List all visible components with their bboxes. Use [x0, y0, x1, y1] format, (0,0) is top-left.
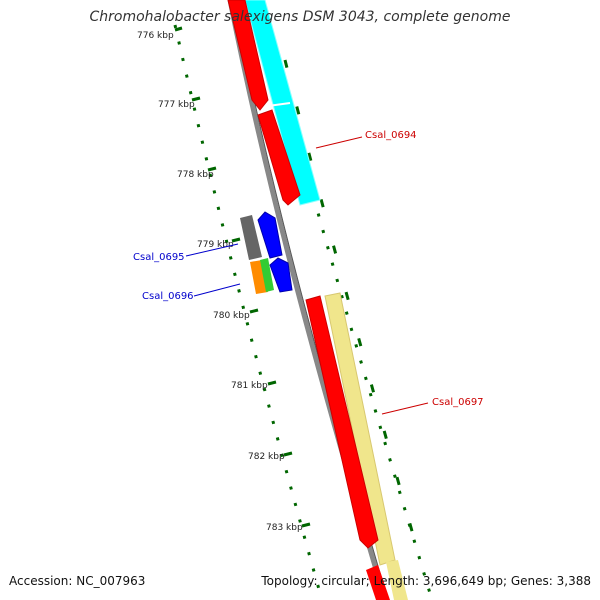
gc-dash-track-right — [283, 59, 422, 561]
gray-cog-block — [240, 215, 262, 260]
red-cds-bottom — [366, 565, 390, 600]
tick-label-777: 777 kbp — [158, 100, 195, 110]
tick-label-783: 783 kbp — [266, 523, 303, 533]
gene-label-csal0695[interactable]: Csal_0695 — [133, 252, 185, 263]
map-title: Chromohalobacter salexigens DSM 3043, co… — [89, 9, 511, 25]
cyan-divider — [267, 102, 291, 107]
red-cds-csal0697 — [305, 295, 379, 549]
tick-label-776: 776 kbp — [137, 31, 174, 41]
scale-tick-marks — [174, 26, 311, 528]
accession-text: Accession: NC_007963 — [9, 574, 146, 588]
leader-csal0697 — [381, 402, 429, 415]
blue-cds-csal0695 — [257, 211, 283, 259]
tick-label-779: 779 kbp — [197, 240, 234, 250]
khaki-cog-bottom — [386, 560, 408, 600]
red-cds-1 — [227, 0, 269, 111]
tick-label-778: 778 kbp — [177, 170, 214, 180]
tick-label-781: 781 kbp — [231, 381, 268, 391]
leader-csal0694 — [315, 136, 363, 149]
green-cog-block — [260, 258, 274, 292]
blue-cds-csal0696 — [269, 257, 293, 293]
cyan-cog-block — [244, 0, 321, 206]
leader-csal0695 — [185, 243, 239, 257]
tick-label-780: 780 kbp — [213, 311, 250, 321]
red-cds-csal0694 — [257, 109, 301, 206]
leader-csal0696 — [193, 283, 241, 297]
topology-text: Topology: circular; Length: 3,696,649 bp… — [261, 574, 591, 588]
gene-label-csal0697[interactable]: Csal_0697 — [432, 397, 484, 408]
gene-label-csal0696[interactable]: Csal_0696 — [142, 291, 194, 302]
gene-label-csal0694[interactable]: Csal_0694 — [365, 130, 417, 141]
tick-label-782: 782 kbp — [248, 452, 285, 462]
